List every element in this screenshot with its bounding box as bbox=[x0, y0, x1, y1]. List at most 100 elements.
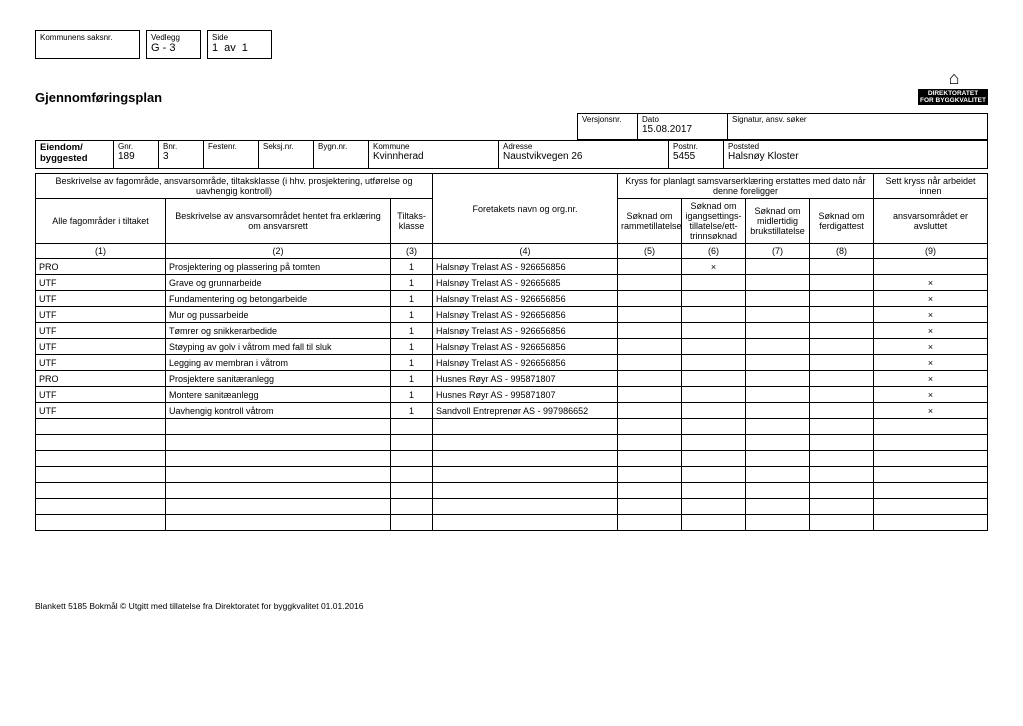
cell-fag bbox=[36, 435, 166, 451]
cell-k9 bbox=[874, 451, 988, 467]
cell-kl bbox=[391, 435, 433, 451]
cell-k5 bbox=[618, 435, 682, 451]
cell-k6 bbox=[682, 467, 746, 483]
cell-k8 bbox=[810, 435, 874, 451]
cell-k9 bbox=[874, 483, 988, 499]
cell-k5 bbox=[618, 339, 682, 355]
header-boxes: Kommunens saksnr. Vedlegg G - 3 Side 1 a… bbox=[35, 30, 988, 59]
cell-k7 bbox=[746, 451, 810, 467]
cell-fag: UTF bbox=[36, 275, 166, 291]
cell-k8 bbox=[810, 515, 874, 531]
meta-top: Versjonsnr. Dato 15.08.2017 Signatur, an… bbox=[35, 113, 988, 140]
cell-kl bbox=[391, 419, 433, 435]
cell-foretak: Husnes Røyr AS - 995871807 bbox=[433, 371, 618, 387]
cell-k6 bbox=[682, 387, 746, 403]
cell-besk: Prosjektere sanitæranlegg bbox=[166, 371, 391, 387]
cell-k7 bbox=[746, 499, 810, 515]
cell-k9: × bbox=[874, 291, 988, 307]
cell-kl: 1 bbox=[391, 307, 433, 323]
cell-foretak: Halsnøy Trelast AS - 926656856 bbox=[433, 291, 618, 307]
cell-k6 bbox=[682, 451, 746, 467]
table-row: PROProsjektering og plassering på tomten… bbox=[36, 259, 988, 275]
cell-foretak: Halsnøy Trelast AS - 926656856 bbox=[433, 259, 618, 275]
side-total: 1 bbox=[242, 42, 248, 54]
th-foretak: Foretakets navn og org.nr. bbox=[433, 174, 618, 244]
cell-k7 bbox=[746, 307, 810, 323]
cell-k8 bbox=[810, 323, 874, 339]
cell-k8 bbox=[810, 275, 874, 291]
cell-k9: × bbox=[874, 275, 988, 291]
cell-k7 bbox=[746, 515, 810, 531]
th-k8: Søknad om ferdigattest bbox=[810, 199, 874, 244]
cell-kl bbox=[391, 499, 433, 515]
cell-fag: UTF bbox=[36, 291, 166, 307]
cell-k8 bbox=[810, 371, 874, 387]
cell-k9: × bbox=[874, 371, 988, 387]
cell-k5 bbox=[618, 371, 682, 387]
cell-k6 bbox=[682, 371, 746, 387]
cell-k6 bbox=[682, 419, 746, 435]
cell-kl: 1 bbox=[391, 259, 433, 275]
cell-k9: × bbox=[874, 307, 988, 323]
eiendom-table: Eiendom/ byggested Gnr.189 Bnr.3 Festenr… bbox=[35, 140, 988, 169]
cell-k5 bbox=[618, 483, 682, 499]
cell-fag bbox=[36, 419, 166, 435]
cell-kl: 1 bbox=[391, 323, 433, 339]
cell-kl: 1 bbox=[391, 339, 433, 355]
cell-kl: 1 bbox=[391, 291, 433, 307]
table-row: UTFStøyping av golv i våtrom med fall ti… bbox=[36, 339, 988, 355]
main-table: Beskrivelse av fagområde, ansvarsområde,… bbox=[35, 173, 988, 531]
cell-kl: 1 bbox=[391, 355, 433, 371]
cell-k9: × bbox=[874, 403, 988, 419]
cell-k5 bbox=[618, 403, 682, 419]
cell-k7 bbox=[746, 419, 810, 435]
signatur-label: Signatur, ansv. søker bbox=[732, 115, 807, 124]
cell-besk bbox=[166, 515, 391, 531]
cell-besk: Mur og pussarbeide bbox=[166, 307, 391, 323]
th-fag: Alle fagområder i tiltaket bbox=[36, 199, 166, 244]
cell-besk: Fundamentering og betongarbeide bbox=[166, 291, 391, 307]
cell-k6 bbox=[682, 339, 746, 355]
cell-besk: Uavhengig kontroll våtrom bbox=[166, 403, 391, 419]
cell-foretak bbox=[433, 499, 618, 515]
cell-kl bbox=[391, 515, 433, 531]
cell-besk: Legging av membran i våtrom bbox=[166, 355, 391, 371]
cell-fag: UTF bbox=[36, 323, 166, 339]
table-row: UTFLegging av membran i våtrom1Halsnøy T… bbox=[36, 355, 988, 371]
table-row: PROProsjektere sanitæranlegg1Husnes Røyr… bbox=[36, 371, 988, 387]
box-side: Side 1 av 1 bbox=[207, 30, 272, 59]
cell-k8 bbox=[810, 467, 874, 483]
cell-fag bbox=[36, 451, 166, 467]
cell-fag: PRO bbox=[36, 371, 166, 387]
table-row bbox=[36, 483, 988, 499]
footer: Blankett 5185 Bokmål © Utgitt med tillat… bbox=[35, 601, 988, 611]
saksnr-label: Kommunens saksnr. bbox=[40, 33, 135, 42]
cell-foretak bbox=[433, 467, 618, 483]
cell-kl: 1 bbox=[391, 403, 433, 419]
versjon-label: Versjonsnr. bbox=[582, 115, 622, 124]
cell-fag: PRO bbox=[36, 259, 166, 275]
cell-k8 bbox=[810, 307, 874, 323]
page-title: Gjennomføringsplan bbox=[35, 90, 162, 105]
cell-k6 bbox=[682, 435, 746, 451]
cell-kl bbox=[391, 467, 433, 483]
cell-k9: × bbox=[874, 323, 988, 339]
table-row bbox=[36, 435, 988, 451]
cell-k7 bbox=[746, 387, 810, 403]
th-k7: Søknad om midlertidig brukstillatelse bbox=[746, 199, 810, 244]
cell-k5 bbox=[618, 307, 682, 323]
cell-k8 bbox=[810, 259, 874, 275]
cell-k6 bbox=[682, 323, 746, 339]
table-body: PROProsjektering og plassering på tomten… bbox=[36, 259, 988, 531]
cell-k8 bbox=[810, 419, 874, 435]
side-page: 1 bbox=[212, 42, 218, 54]
cell-k7 bbox=[746, 355, 810, 371]
table-row bbox=[36, 451, 988, 467]
cell-kl bbox=[391, 451, 433, 467]
cell-k5 bbox=[618, 451, 682, 467]
logo: ⌂ DIREKTORATET FOR BYGGKVALITET bbox=[918, 69, 988, 105]
cell-k5 bbox=[618, 355, 682, 371]
cell-besk bbox=[166, 467, 391, 483]
th-sett: Sett kryss når arbeidet innen bbox=[874, 174, 988, 199]
cell-kl bbox=[391, 483, 433, 499]
